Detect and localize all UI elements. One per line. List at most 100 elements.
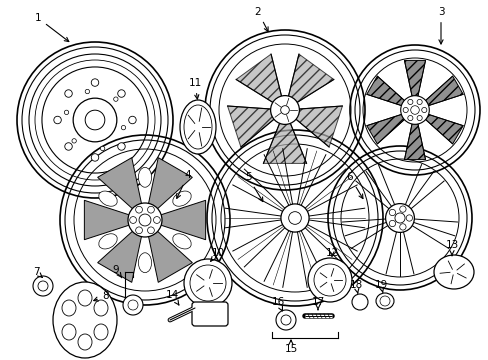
Circle shape (280, 106, 289, 114)
Ellipse shape (138, 167, 151, 187)
Circle shape (416, 116, 421, 121)
Text: 3: 3 (437, 7, 444, 44)
Text: 7: 7 (33, 267, 42, 278)
Ellipse shape (99, 234, 117, 249)
Text: 8: 8 (94, 291, 109, 301)
Text: 11: 11 (188, 78, 201, 99)
Circle shape (340, 159, 458, 277)
Circle shape (54, 116, 61, 124)
Ellipse shape (94, 300, 108, 316)
Circle shape (407, 116, 412, 121)
Circle shape (118, 90, 125, 97)
Circle shape (64, 110, 69, 114)
Circle shape (385, 204, 413, 233)
Circle shape (129, 217, 136, 224)
Circle shape (280, 204, 308, 232)
Circle shape (410, 106, 418, 114)
Ellipse shape (78, 290, 92, 306)
Circle shape (91, 154, 99, 161)
Ellipse shape (375, 293, 393, 309)
Polygon shape (84, 200, 128, 240)
Text: 12: 12 (325, 248, 338, 258)
Circle shape (388, 209, 395, 216)
Circle shape (406, 215, 412, 221)
Polygon shape (263, 123, 306, 163)
Circle shape (388, 220, 395, 227)
Ellipse shape (94, 324, 108, 340)
Circle shape (64, 90, 72, 97)
FancyBboxPatch shape (192, 302, 227, 326)
Text: 4: 4 (176, 170, 191, 198)
Text: 15: 15 (284, 340, 297, 354)
Ellipse shape (433, 255, 473, 289)
Circle shape (219, 44, 350, 176)
Circle shape (91, 79, 99, 86)
Circle shape (147, 206, 154, 213)
Circle shape (221, 144, 368, 292)
Circle shape (128, 203, 162, 237)
Ellipse shape (180, 100, 216, 154)
Polygon shape (98, 158, 141, 209)
Ellipse shape (53, 282, 117, 358)
Circle shape (394, 213, 404, 223)
Circle shape (407, 99, 412, 104)
Circle shape (74, 149, 216, 291)
Circle shape (135, 227, 142, 234)
Circle shape (275, 310, 295, 330)
Circle shape (147, 227, 154, 234)
Ellipse shape (138, 253, 151, 273)
Circle shape (135, 206, 142, 213)
Circle shape (183, 259, 231, 307)
Ellipse shape (172, 234, 191, 249)
Polygon shape (288, 54, 333, 102)
Circle shape (362, 58, 466, 162)
Circle shape (100, 146, 104, 151)
Text: 17: 17 (311, 297, 324, 310)
Circle shape (421, 107, 426, 113)
Polygon shape (425, 114, 462, 144)
Text: 19: 19 (374, 280, 387, 293)
Circle shape (113, 97, 118, 101)
Circle shape (307, 258, 351, 302)
Polygon shape (404, 124, 425, 159)
Text: 2: 2 (254, 7, 267, 31)
Circle shape (85, 89, 89, 94)
Polygon shape (148, 231, 192, 282)
Polygon shape (425, 76, 462, 105)
Text: 18: 18 (348, 280, 362, 293)
Text: 10: 10 (210, 248, 224, 261)
Ellipse shape (62, 324, 76, 340)
Circle shape (128, 116, 136, 124)
Text: 1: 1 (35, 13, 69, 41)
Polygon shape (404, 60, 425, 96)
Text: 9: 9 (112, 265, 122, 278)
Polygon shape (161, 200, 205, 240)
Circle shape (72, 139, 76, 143)
Polygon shape (227, 106, 273, 147)
Polygon shape (236, 54, 281, 102)
Circle shape (121, 125, 125, 130)
Circle shape (33, 276, 53, 296)
Circle shape (118, 143, 125, 150)
Ellipse shape (62, 300, 76, 316)
Text: 5: 5 (244, 172, 263, 202)
Circle shape (399, 224, 405, 230)
Polygon shape (366, 114, 404, 144)
Circle shape (399, 206, 405, 212)
Circle shape (123, 295, 142, 315)
Circle shape (351, 294, 367, 310)
Text: 16: 16 (271, 297, 284, 311)
Polygon shape (295, 106, 342, 147)
Ellipse shape (172, 191, 191, 206)
Circle shape (270, 96, 299, 125)
Text: 13: 13 (445, 240, 458, 256)
Circle shape (64, 143, 72, 150)
Text: 14: 14 (165, 290, 179, 305)
Circle shape (416, 99, 421, 104)
Polygon shape (366, 76, 404, 105)
Polygon shape (98, 231, 141, 282)
Circle shape (400, 96, 428, 124)
Circle shape (288, 212, 301, 224)
Ellipse shape (99, 191, 117, 206)
Ellipse shape (78, 334, 92, 350)
